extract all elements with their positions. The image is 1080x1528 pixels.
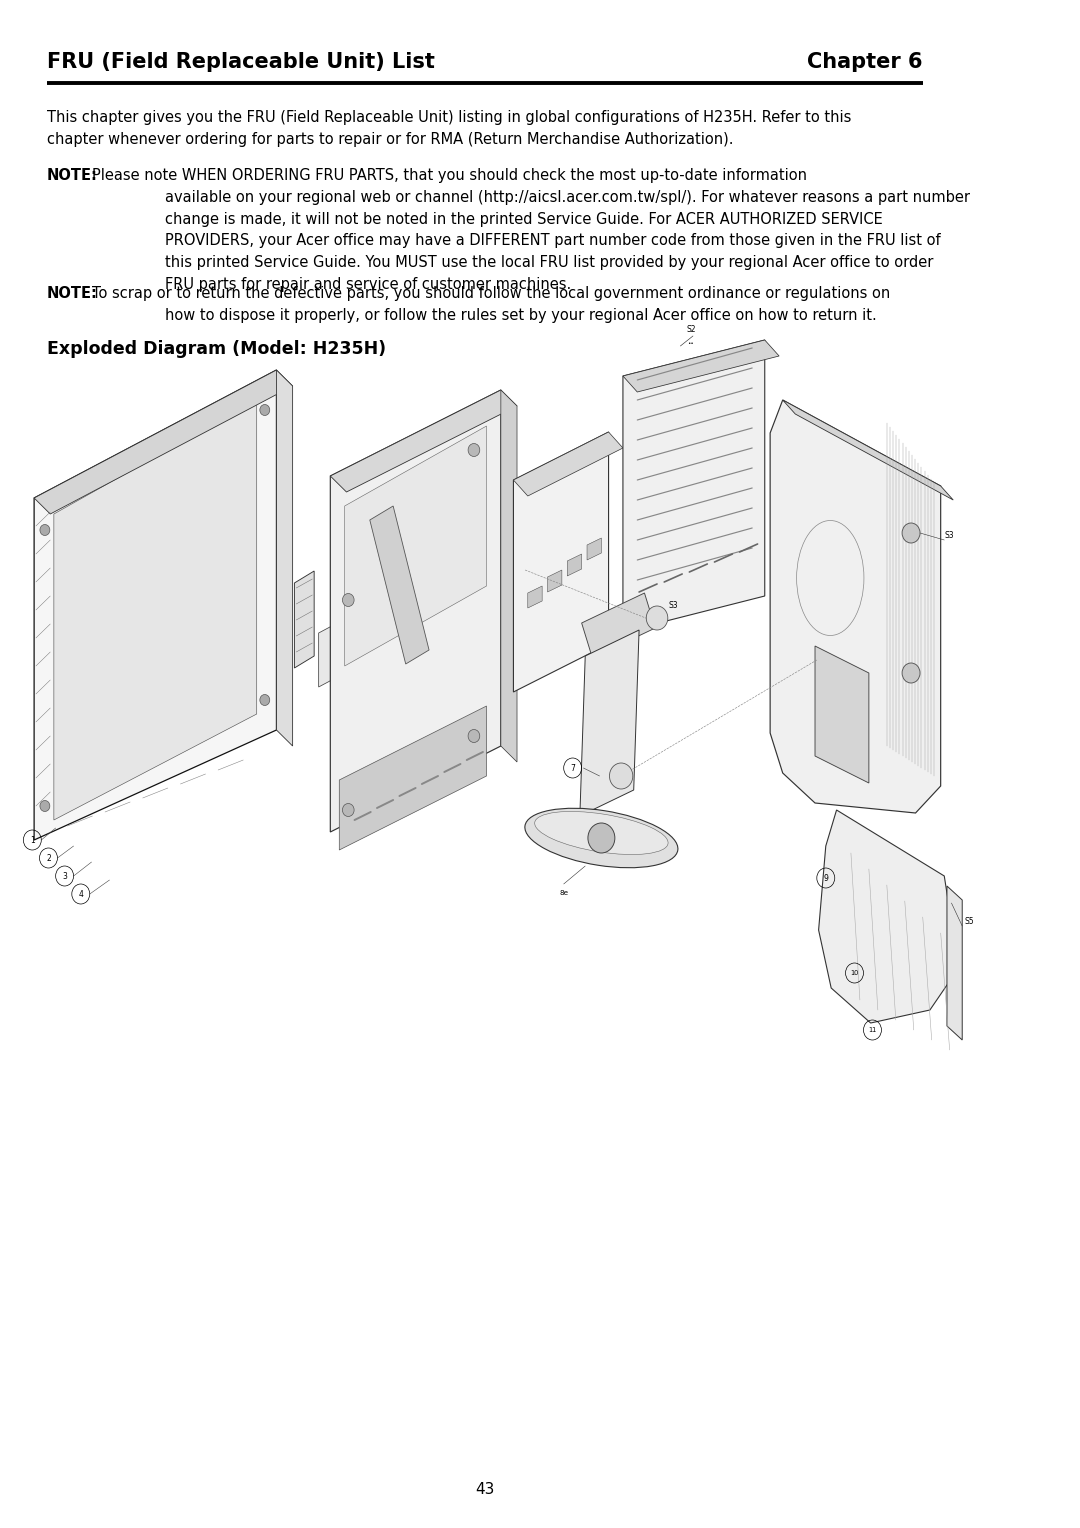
Text: chapter whenever ordering for parts to repair or for RMA (Return Merchandise Aut: chapter whenever ordering for parts to r…	[46, 131, 733, 147]
Polygon shape	[588, 538, 602, 559]
Polygon shape	[770, 400, 941, 813]
Polygon shape	[54, 400, 257, 821]
Text: This chapter gives you the FRU (Field Replaceable Unit) listing in global config: This chapter gives you the FRU (Field Re…	[46, 110, 851, 125]
Text: how to dispose it properly, or follow the rules set by your regional Acer office: how to dispose it properly, or follow th…	[165, 307, 877, 322]
Text: 10: 10	[850, 970, 859, 976]
Circle shape	[342, 593, 354, 607]
Ellipse shape	[525, 808, 678, 868]
Circle shape	[342, 804, 354, 816]
Polygon shape	[528, 587, 542, 608]
Polygon shape	[548, 570, 562, 591]
Text: S5: S5	[964, 917, 974, 926]
Polygon shape	[947, 886, 962, 1041]
Circle shape	[468, 729, 480, 743]
Polygon shape	[567, 555, 582, 576]
Polygon shape	[330, 390, 501, 833]
Text: Exploded Diagram (Model: H235H): Exploded Diagram (Model: H235H)	[46, 341, 386, 358]
Text: S2: S2	[687, 325, 697, 335]
Circle shape	[260, 695, 270, 706]
Text: change is made, it will not be noted in the printed Service Guide. For ACER AUTH: change is made, it will not be noted in …	[165, 211, 883, 226]
Text: 43: 43	[475, 1482, 495, 1497]
Text: 2: 2	[46, 854, 51, 862]
Ellipse shape	[535, 811, 669, 854]
Text: To scrap or to return the defective parts, you should follow the local governmen: To scrap or to return the defective part…	[92, 286, 890, 301]
Circle shape	[609, 762, 633, 788]
Text: NOTE:: NOTE:	[46, 168, 97, 183]
Text: 7: 7	[570, 764, 576, 773]
Polygon shape	[582, 593, 656, 659]
Circle shape	[40, 801, 50, 811]
Polygon shape	[501, 390, 517, 762]
Text: this printed Service Guide. You MUST use the local FRU list provided by your reg: this printed Service Guide. You MUST use…	[165, 255, 933, 270]
Polygon shape	[513, 432, 623, 497]
Polygon shape	[339, 706, 486, 850]
Polygon shape	[369, 506, 429, 665]
Text: FRU (Field Replaceable Unit) List: FRU (Field Replaceable Unit) List	[46, 52, 434, 72]
Text: available on your regional web or channel (http://aicsl.acer.com.tw/spl/). For w: available on your regional web or channe…	[165, 189, 970, 205]
Text: PROVIDERS, your Acer office may have a DIFFERENT part number code from those giv: PROVIDERS, your Acer office may have a D…	[165, 234, 941, 249]
Text: S3: S3	[669, 601, 678, 610]
Text: FRU parts for repair and service of customer machines.: FRU parts for repair and service of cust…	[165, 277, 571, 292]
Polygon shape	[623, 341, 779, 393]
Circle shape	[588, 824, 615, 853]
Polygon shape	[345, 426, 486, 666]
Circle shape	[468, 443, 480, 457]
Polygon shape	[319, 622, 339, 688]
Text: 1: 1	[30, 836, 35, 845]
Circle shape	[40, 524, 50, 535]
Polygon shape	[580, 630, 639, 816]
Text: 9: 9	[823, 874, 828, 883]
Text: Please note WHEN ORDERING FRU PARTS, that you should check the most up-to-date i: Please note WHEN ORDERING FRU PARTS, tha…	[92, 168, 807, 183]
Text: 3: 3	[63, 871, 67, 880]
Text: S3: S3	[944, 532, 954, 539]
Circle shape	[260, 405, 270, 416]
Polygon shape	[815, 646, 869, 782]
Polygon shape	[35, 370, 293, 513]
Text: ••: ••	[687, 341, 693, 345]
Text: NOTE:: NOTE:	[46, 286, 97, 301]
Circle shape	[902, 523, 920, 542]
Circle shape	[902, 663, 920, 683]
Polygon shape	[623, 341, 765, 633]
Polygon shape	[513, 432, 608, 692]
Polygon shape	[783, 400, 954, 500]
Polygon shape	[330, 390, 517, 492]
Text: 8e: 8e	[559, 889, 568, 895]
Polygon shape	[35, 370, 276, 840]
Circle shape	[646, 607, 667, 630]
Text: 11: 11	[868, 1027, 877, 1033]
Polygon shape	[819, 810, 959, 1024]
Polygon shape	[276, 370, 293, 746]
Text: Chapter 6: Chapter 6	[807, 52, 922, 72]
Text: 4: 4	[79, 889, 83, 898]
Polygon shape	[295, 571, 314, 668]
